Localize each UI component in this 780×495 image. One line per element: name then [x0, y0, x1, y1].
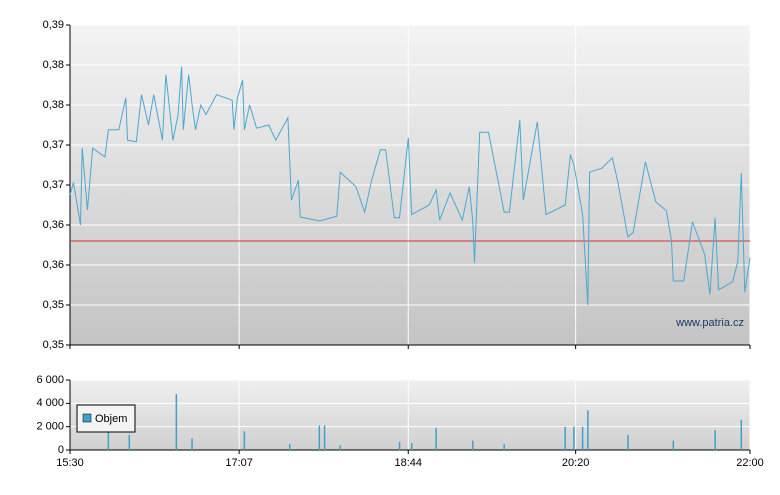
volume-bar — [581, 426, 584, 450]
volume-bar — [435, 427, 437, 450]
y-tick-label: 4 000 — [36, 397, 64, 409]
y-tick-label: 0,39 — [43, 19, 64, 31]
volume-bar — [107, 429, 110, 450]
y-tick-label: 0,37 — [43, 139, 64, 151]
volume-bar — [191, 438, 193, 450]
price-line — [69, 66, 751, 306]
volume-bar — [587, 410, 589, 450]
x-tick-label: 22:00 — [736, 457, 764, 469]
volume-bar — [410, 443, 413, 450]
volume-bar — [398, 441, 401, 450]
volume-bar — [503, 444, 505, 450]
x-tick-label: 18:44 — [394, 457, 422, 469]
y-tick-label: 0,37 — [43, 179, 64, 191]
volume-bar — [573, 426, 575, 450]
volume-bar — [339, 445, 342, 450]
y-tick-label: 0,35 — [43, 339, 64, 351]
y-tick-label: 0,35 — [43, 299, 64, 311]
volume-bar — [672, 440, 675, 450]
watermark: www.patria.cz — [675, 317, 744, 329]
volume-bar — [472, 440, 474, 450]
volume-bar — [288, 444, 291, 450]
x-tick-label: 20:20 — [562, 457, 590, 469]
volume-bar — [318, 425, 321, 450]
y-tick-label: 0,36 — [43, 219, 64, 231]
volume-bar — [175, 394, 178, 450]
y-tick-label: 0,36 — [43, 259, 64, 271]
y-tick-label: 0,38 — [43, 99, 64, 111]
x-tick-label: 17:07 — [225, 457, 253, 469]
y-tick-label: 0 — [58, 444, 64, 456]
volume-bar — [564, 426, 566, 450]
volume-bar — [740, 419, 743, 450]
y-tick-label: 2 000 — [36, 421, 64, 433]
legend-swatch — [82, 413, 92, 423]
volume-bar — [627, 434, 629, 450]
legend-box — [76, 404, 136, 433]
volume-bar — [128, 434, 131, 450]
x-tick-label: 15:30 — [56, 457, 84, 469]
volume-bar — [714, 430, 716, 450]
y-tick-label: 0,38 — [43, 59, 64, 71]
volume-plot-bg — [70, 380, 750, 450]
legend-label: Objem — [95, 413, 127, 425]
y-tick-label: 6 000 — [36, 374, 64, 386]
volume-bar — [243, 431, 246, 450]
volume-bar — [323, 425, 326, 450]
